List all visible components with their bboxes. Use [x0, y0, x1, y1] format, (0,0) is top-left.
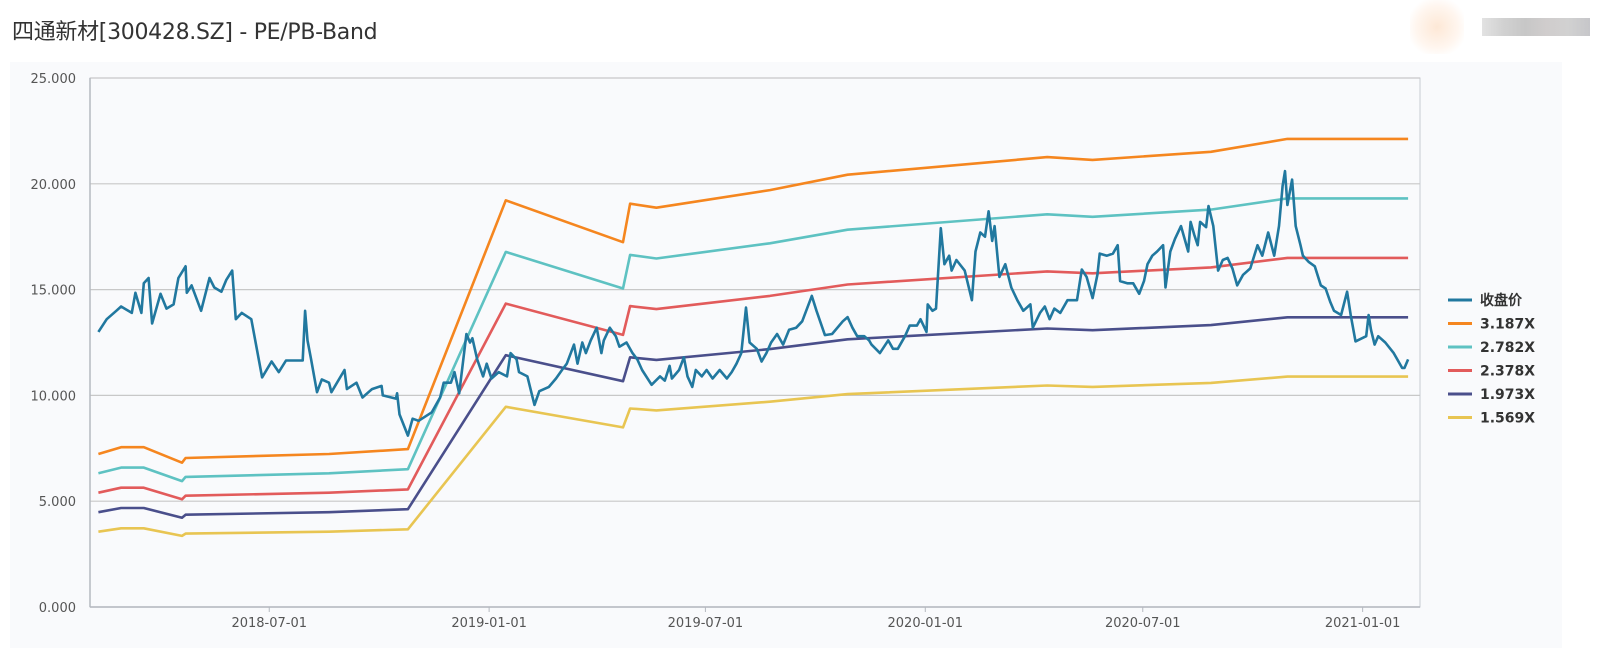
plot-frame	[89, 77, 1421, 608]
band-line-3.187X	[98, 137, 1409, 465]
x-tick-label: 2020-01-01	[888, 616, 964, 631]
grid-lines	[89, 77, 1421, 608]
x-tick-label: 2018-07-01	[231, 616, 307, 631]
x-tick-label: 2019-01-01	[451, 616, 527, 631]
y-tick-label: 15.000	[31, 284, 77, 299]
x-tick-label: 2019-07-01	[668, 616, 744, 631]
legend-label: 3.187X	[1480, 317, 1535, 333]
legend-label: 1.569X	[1480, 411, 1535, 427]
band-line-1.973X	[98, 315, 1409, 520]
x-axis: 2018-07-01 2019-01-01 2019-07-01 2020-01-01…	[90, 606, 1420, 631]
band-line-1.569X	[98, 375, 1409, 538]
y-axis: 0.000 5.000 10.000 15.000 20.000 25.000	[31, 72, 91, 616]
y-tick-label: 10.000	[31, 389, 77, 404]
x-tick-label: 2020-07-01	[1105, 616, 1181, 631]
blurred-watermark	[1482, 18, 1590, 36]
band-line-2.782X	[98, 197, 1409, 483]
y-tick-label: 20.000	[31, 178, 77, 193]
blurred-logo	[1410, 0, 1464, 54]
close-price-line	[97, 169, 1410, 437]
series-lines	[97, 137, 1410, 538]
y-tick-label: 5.000	[39, 495, 76, 510]
chart-panel	[10, 62, 1562, 648]
legend: 收盘价 3.187X 2.782X 2.378X 1.973X 1.569X	[1448, 292, 1535, 427]
legend-label: 1.973X	[1480, 387, 1535, 403]
legend-label: 收盘价	[1480, 292, 1523, 309]
x-tick-label: 2021-01-01	[1325, 616, 1401, 631]
legend-label: 2.378X	[1480, 364, 1535, 380]
band-line-2.378X	[98, 256, 1409, 501]
y-tick-label: 25.000	[31, 72, 77, 87]
y-tick-label: 0.000	[39, 601, 76, 616]
page-title: 四通新材[300428.SZ] - PE/PB-Band	[12, 20, 378, 45]
legend-label: 2.782X	[1480, 340, 1535, 356]
